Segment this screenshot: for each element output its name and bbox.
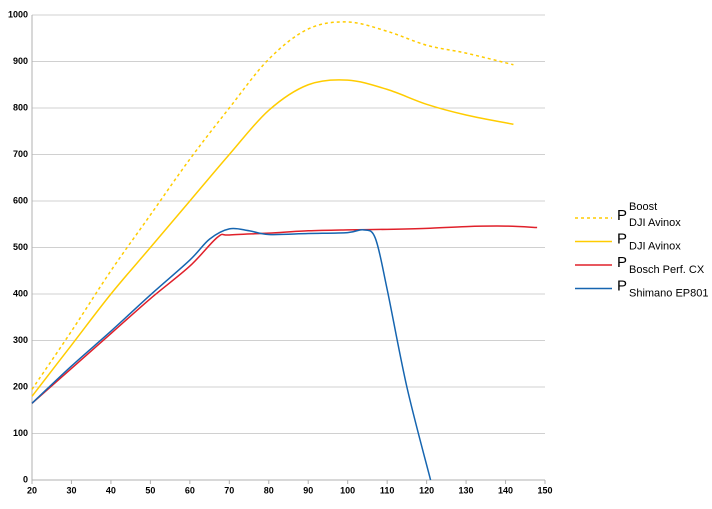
x-tick-label: 50 (145, 485, 155, 495)
y-tick-label: 1000 (8, 9, 28, 19)
x-tick-label: 60 (185, 485, 195, 495)
line (31, 79, 514, 397)
x-tick-label: 70 (224, 485, 234, 495)
x-tick-label: 100 (340, 485, 355, 495)
x-tick-label: 80 (264, 485, 274, 495)
y-tick-label: 900 (13, 56, 28, 66)
y-tick-label: 100 (13, 428, 28, 438)
x-tick-label: 120 (419, 485, 434, 495)
x-tick-label: 90 (303, 485, 313, 495)
y-tick-label: 300 (13, 335, 28, 345)
x-tick-label: 110 (380, 485, 395, 495)
x-tick-label: 40 (106, 485, 116, 495)
x-tick-label: 20 (27, 485, 37, 495)
y-tick-label: 400 (13, 288, 28, 298)
line (31, 225, 538, 404)
line (31, 227, 432, 481)
x-tick-label: 150 (537, 485, 552, 495)
legend-label: P (617, 207, 627, 224)
legend-subscript: DJI Avinox (629, 240, 681, 252)
y-tick-label: 500 (13, 242, 28, 252)
legend-subscript: Bosch Perf. CX (629, 264, 705, 276)
legend-subscript: DJI Avinox (629, 217, 681, 229)
y-tick-label: 600 (13, 195, 28, 205)
x-tick-label: 30 (66, 485, 76, 495)
y-tick-label: 0 (23, 474, 28, 484)
y-tick-label: 200 (13, 381, 28, 391)
x-tick-label: 130 (459, 485, 474, 495)
legend-label: P (617, 230, 627, 247)
legend-subscript: Shimano EP801 (629, 287, 709, 299)
legend-label: P (617, 277, 627, 294)
line (31, 21, 514, 390)
legend-superscript: Boost (629, 201, 657, 213)
x-tick-label: 140 (498, 485, 513, 495)
y-tick-label: 800 (13, 102, 28, 112)
y-tick-label: 700 (13, 149, 28, 159)
legend-label: P (617, 254, 627, 271)
